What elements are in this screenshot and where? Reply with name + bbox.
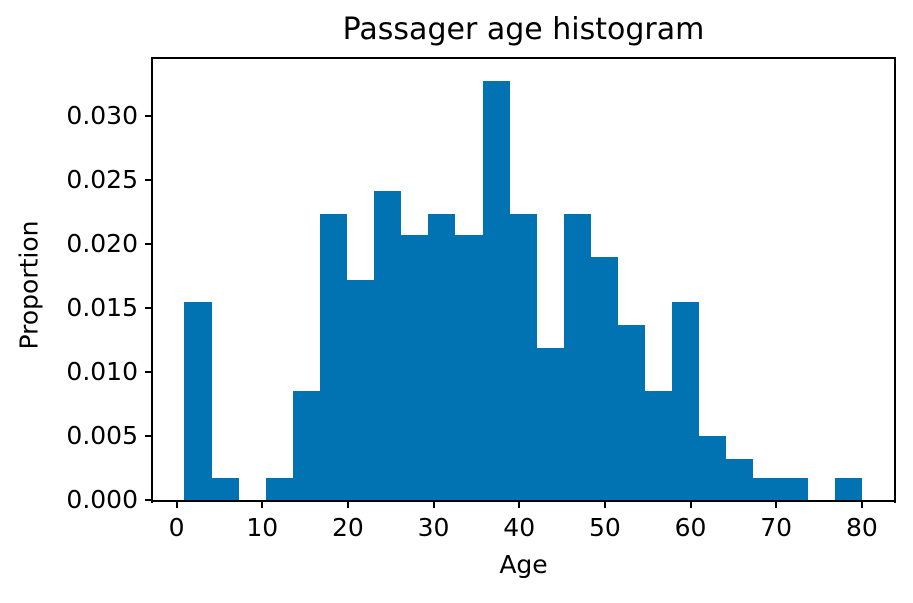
x-axis-spine	[151, 500, 896, 502]
x-axis-tick	[603, 502, 606, 508]
histogram-bar	[753, 478, 781, 501]
histogram-bar	[834, 478, 862, 501]
histogram-bar	[319, 213, 348, 501]
x-tick-label: 60	[674, 513, 707, 542]
histogram-bar	[780, 478, 808, 501]
histogram-bar	[645, 391, 673, 501]
x-axis-tick	[432, 502, 435, 508]
y-axis-tick	[145, 307, 151, 310]
y-axis-tick	[145, 179, 151, 182]
histogram-bar	[509, 213, 537, 501]
histogram-bar	[726, 459, 754, 501]
y-tick-label: 0.020	[66, 229, 138, 259]
right-spine	[894, 57, 896, 503]
y-axis-tick	[145, 435, 151, 438]
y-tick-label: 0.010	[66, 357, 138, 387]
y-tick-label: 0.015	[66, 293, 138, 323]
histogram-bar	[374, 190, 402, 501]
x-axis-tick	[860, 502, 863, 508]
histogram-bar	[590, 257, 618, 501]
y-tick-label: 0.005	[66, 421, 138, 451]
x-tick-label: 50	[588, 513, 621, 542]
chart-title: Passager age histogram	[342, 12, 705, 47]
x-axis-tick	[689, 502, 692, 508]
x-tick-label: 40	[503, 513, 536, 542]
x-tick-label: 10	[246, 513, 279, 542]
y-axis-tick	[145, 371, 151, 374]
y-tick-label: 0.030	[66, 101, 138, 131]
histogram-bar	[211, 478, 239, 501]
histogram-bar	[184, 301, 212, 501]
histogram-bar	[482, 80, 510, 501]
x-tick-label: 80	[845, 513, 878, 542]
x-tick-label: 30	[417, 513, 450, 542]
y-axis-tick	[145, 243, 151, 246]
histogram-bar	[563, 213, 591, 501]
x-axis-tick	[261, 502, 264, 508]
histogram-bar	[699, 436, 727, 501]
x-tick-label: 20	[331, 513, 364, 542]
x-axis-tick	[775, 502, 778, 508]
histogram-bar	[428, 213, 456, 501]
histogram-bar	[536, 347, 564, 501]
histogram-bar	[455, 235, 483, 501]
x-tick-label: 0	[168, 513, 185, 542]
histogram-bar	[401, 235, 429, 501]
x-tick-label: 70	[760, 513, 793, 542]
x-axis-label: Age	[499, 550, 548, 579]
histogram-bar	[265, 478, 293, 501]
x-axis-tick	[175, 502, 178, 508]
top-spine	[151, 57, 896, 59]
histogram-bar	[617, 324, 646, 501]
x-axis-tick	[346, 502, 349, 508]
y-axis-tick	[145, 115, 151, 118]
y-tick-label: 0.025	[66, 165, 138, 195]
y-axis-label: Proportion	[14, 220, 44, 350]
y-axis-spine	[151, 57, 153, 503]
y-tick-label: 0.000	[66, 485, 138, 514]
x-axis-tick	[518, 502, 521, 508]
histogram-bar	[292, 391, 320, 501]
y-axis-tick	[145, 499, 151, 501]
histogram-bar	[347, 280, 375, 501]
histogram-bar	[672, 301, 700, 501]
